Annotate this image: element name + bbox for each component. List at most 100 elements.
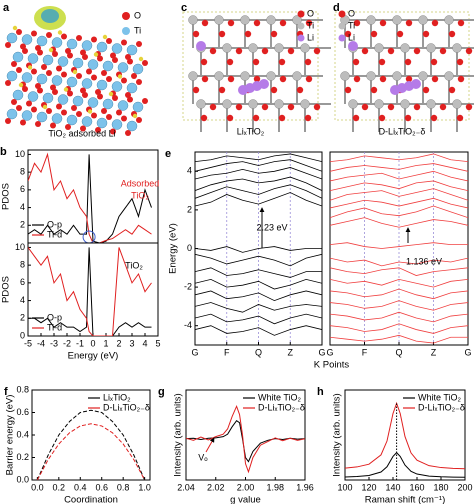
atom — [287, 103, 295, 111]
panel-label: g — [158, 386, 165, 398]
atom — [111, 119, 123, 130]
y-tick-label: 4 — [20, 202, 25, 212]
atom — [352, 58, 360, 66]
annotation-arrow — [205, 437, 215, 453]
atom — [411, 79, 421, 89]
atom — [16, 67, 22, 73]
atom — [21, 72, 33, 83]
x-axis-label: Coordination — [64, 495, 118, 504]
series-line — [28, 247, 152, 336]
atom — [82, 92, 88, 98]
atom — [296, 86, 304, 94]
atom — [76, 35, 82, 41]
atom — [126, 44, 138, 56]
series-line — [195, 313, 322, 325]
atom — [405, 75, 413, 83]
atom — [252, 114, 260, 122]
x-tick-label: G — [326, 347, 333, 357]
atom — [209, 47, 217, 55]
atom — [448, 86, 456, 94]
atom — [65, 48, 71, 54]
atom — [456, 114, 464, 122]
x-tick-label: G — [191, 347, 198, 357]
atom — [27, 65, 33, 70]
atom — [452, 43, 462, 53]
atom — [142, 60, 148, 66]
atom — [378, 58, 386, 66]
plot-frame — [344, 389, 466, 481]
atom — [42, 92, 54, 104]
atom — [52, 89, 58, 95]
legend-text: White TiO₂ — [258, 392, 302, 402]
atom — [439, 47, 447, 55]
series-line — [36, 423, 146, 480]
atom — [66, 76, 78, 88]
atom — [344, 30, 352, 38]
atom — [235, 103, 243, 111]
x-tick-label: 4 — [142, 338, 147, 348]
atom — [57, 56, 69, 67]
atom — [31, 106, 37, 113]
atom — [426, 99, 436, 109]
atom — [142, 98, 148, 104]
atom — [111, 81, 123, 92]
atom — [222, 43, 232, 53]
atom — [101, 70, 107, 76]
atom — [101, 108, 107, 114]
atom — [51, 113, 63, 124]
legend-atom — [338, 10, 346, 18]
atom — [93, 52, 99, 57]
y-tick-label: 2 — [20, 313, 25, 323]
atom — [370, 30, 378, 38]
legend-atom — [297, 10, 305, 18]
cell-box — [182, 11, 319, 121]
y-tick-label: 0 — [20, 330, 25, 340]
y-tick-label: 0.6 — [16, 407, 29, 417]
legend-text: Ti-d — [47, 322, 62, 332]
x-tick-label: 0.2 — [53, 482, 66, 492]
series-line — [330, 300, 468, 311]
atom — [426, 43, 436, 53]
atom — [274, 99, 284, 109]
series-line — [330, 180, 468, 191]
x-tick-label: 5 — [155, 338, 160, 348]
atom — [102, 98, 114, 110]
atom — [138, 56, 144, 62]
x-tick-label: 120 — [361, 482, 376, 492]
chart: g 2.04 2.02 2.00 1.98 1.96 White TiO₂D-LiₓTiO₂… — [158, 386, 314, 504]
series-line — [195, 302, 322, 313]
atom — [20, 43, 26, 50]
atom — [292, 71, 302, 81]
x-axis-label: K Points — [314, 360, 350, 371]
x-axis-label: Raman shift (cm⁻¹) — [365, 495, 446, 504]
atom — [106, 76, 112, 82]
atom — [66, 114, 78, 126]
panel-label: h — [317, 386, 324, 398]
atom — [80, 49, 86, 56]
legend-text: D-LiₓTiO₂₋δ — [418, 402, 465, 412]
y-tick-label: 0.8 — [16, 384, 29, 394]
series-line — [28, 152, 152, 243]
series-line — [195, 290, 322, 302]
atom — [36, 35, 48, 47]
chart: f 0.0 0.2 0.4 0.6 0.8 1.0 0.0 0.2 0.4 0.6 0.8 LiₓTiO… — [4, 384, 151, 504]
atom — [253, 19, 261, 27]
atom — [31, 68, 37, 75]
series-line — [345, 451, 465, 478]
atom — [131, 73, 137, 79]
atom — [456, 58, 464, 66]
atom — [431, 19, 439, 27]
atom — [96, 79, 108, 91]
atom — [226, 58, 234, 66]
atom — [261, 103, 269, 111]
isosurface — [41, 9, 59, 23]
atom — [214, 15, 224, 25]
y-tick-label: 0.0 — [16, 474, 29, 484]
x-tick-label: Q — [395, 347, 402, 357]
atom — [374, 99, 384, 109]
atom — [422, 86, 430, 94]
legend-text: Ti — [348, 20, 355, 30]
atom — [125, 130, 131, 136]
atom — [430, 114, 438, 122]
atom — [117, 62, 129, 73]
